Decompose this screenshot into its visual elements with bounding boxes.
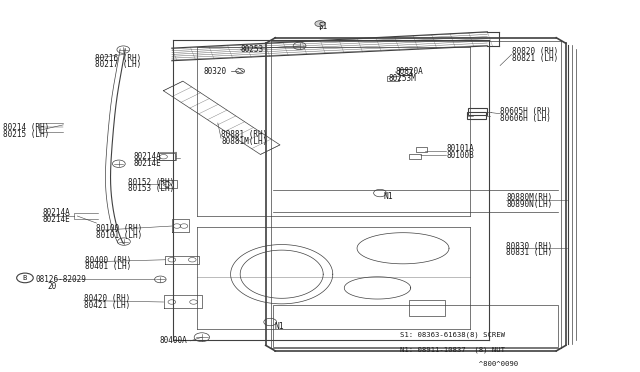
Text: 80880M(RH): 80880M(RH) [506, 193, 553, 202]
Bar [416, 147, 428, 151]
Bar [159, 153, 175, 160]
Text: S1: S1 [319, 22, 328, 31]
Text: 80217 (LH): 80217 (LH) [95, 60, 141, 69]
Text: 80881 (RH): 80881 (RH) [221, 130, 268, 140]
Text: 80215 (LH): 80215 (LH) [3, 129, 49, 139]
Text: 80101 (LH): 80101 (LH) [97, 231, 143, 240]
Text: 08126-82029: 08126-82029 [36, 275, 86, 284]
Text: 80890N(LH): 80890N(LH) [506, 200, 553, 209]
Text: 80820 (RH): 80820 (RH) [511, 47, 558, 56]
Text: 80214 (RH): 80214 (RH) [3, 123, 49, 132]
Text: 80214A: 80214A [134, 152, 161, 161]
Text: 80214E: 80214E [134, 158, 161, 167]
Text: 80152 (RH): 80152 (RH) [129, 178, 175, 187]
Text: 80820A: 80820A [396, 67, 423, 76]
Text: S1: 08363-61638(8) SCREW: S1: 08363-61638(8) SCREW [400, 331, 505, 338]
Text: 80400A: 80400A [159, 336, 187, 346]
Text: 80401 (LH): 80401 (LH) [85, 262, 131, 271]
Text: 80100 (RH): 80100 (RH) [97, 224, 143, 233]
Text: 80253: 80253 [240, 45, 263, 54]
Bar [399, 69, 412, 75]
Text: 80100B: 80100B [447, 151, 474, 160]
Text: 80420 (RH): 80420 (RH) [84, 294, 130, 303]
Bar [387, 76, 399, 81]
Circle shape [315, 21, 325, 27]
Text: 80253M: 80253M [389, 74, 417, 83]
Bar [468, 108, 487, 115]
Text: 20: 20 [47, 282, 56, 291]
Text: 80831 (LH): 80831 (LH) [506, 248, 553, 257]
Text: 80605H (RH): 80605H (RH) [500, 108, 551, 116]
Text: 80421 (LH): 80421 (LH) [84, 301, 130, 310]
Text: ^800^0090: ^800^0090 [400, 361, 518, 367]
Text: 80606H (LH): 80606H (LH) [500, 114, 551, 123]
Text: 80153 (LH): 80153 (LH) [129, 185, 175, 193]
Bar [410, 300, 445, 317]
Text: 80101A: 80101A [447, 144, 474, 153]
Text: 80214A: 80214A [42, 208, 70, 217]
Text: 80400 (RH): 80400 (RH) [85, 256, 131, 264]
Text: 80821 (LH): 80821 (LH) [511, 54, 558, 62]
Text: N1: 08911-10837  (8) NUT: N1: 08911-10837 (8) NUT [400, 346, 505, 353]
Bar [410, 154, 421, 159]
Text: 80881M(LH): 80881M(LH) [221, 137, 268, 146]
Text: 80830 (RH): 80830 (RH) [506, 241, 553, 250]
Text: 80216 (RH): 80216 (RH) [95, 54, 141, 62]
Bar [273, 305, 558, 347]
Text: B: B [23, 275, 27, 281]
Bar [467, 112, 486, 119]
Text: N1: N1 [274, 321, 284, 331]
Text: 80214E: 80214E [42, 215, 70, 224]
Text: N1: N1 [384, 192, 394, 201]
Text: 80320: 80320 [204, 67, 227, 76]
Bar [159, 180, 177, 188]
